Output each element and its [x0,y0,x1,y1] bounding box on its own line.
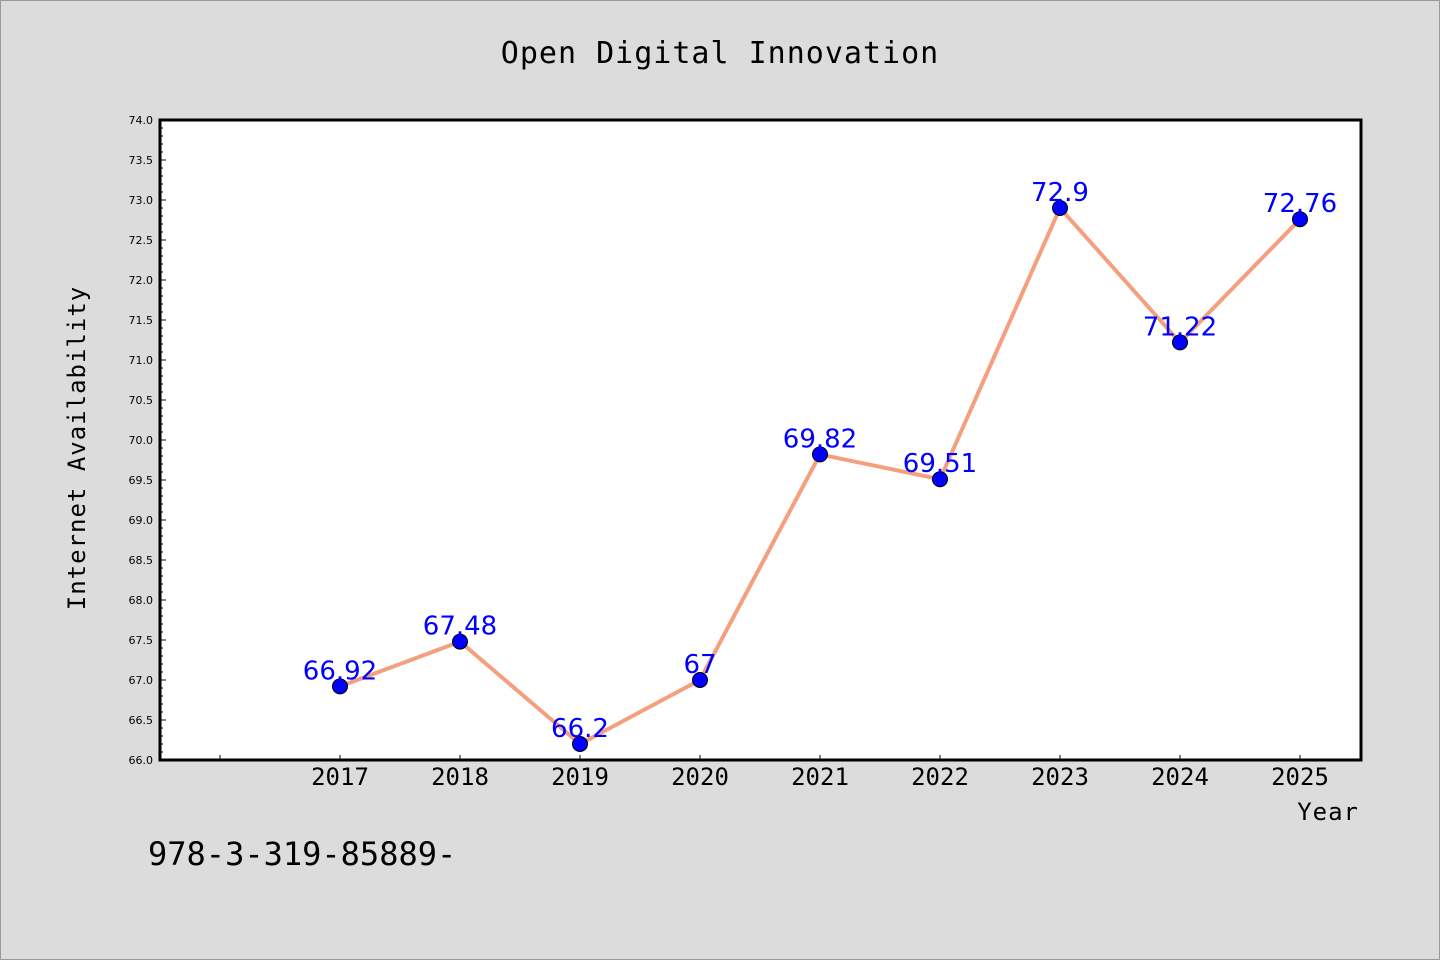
data-label: 67.48 [423,612,497,642]
x-tick-label: 2022 [911,763,969,791]
y-tick-label: 67.0 [129,674,154,687]
data-label: 66.2 [551,714,609,744]
x-tick-label: 2017 [311,763,369,791]
data-point [1052,200,1068,216]
data-point [692,672,708,688]
plot-area [158,118,1363,762]
data-label: 67 [683,650,716,680]
data-point [812,446,828,463]
footnote-isbn: 978-3-319-85889- [148,835,456,873]
x-tick-label: 2021 [791,763,849,791]
data-point [932,471,948,488]
y-axis-label: Internet Availability [63,286,91,610]
y-tick-label: 70.0 [129,434,154,447]
y-tick-label: 70.5 [129,394,154,407]
markers-group [332,200,1308,752]
y-tick-label: 66.5 [129,714,154,727]
y-tick-label: 71.0 [129,354,154,367]
data-point [452,633,468,650]
x-axis-label: Year [1297,798,1359,826]
data-point [1292,211,1308,228]
data-label: 69.82 [783,424,857,454]
x-axis: 2017 2018 2019 2020 2021 2022 2023 2024 2025 [219,755,1329,791]
y-tick-label: 69.0 [129,514,154,527]
x-tick-label: 2020 [671,763,729,791]
x-tick-label: 2025 [1271,763,1329,791]
data-point [572,736,588,752]
y-axis: 66.0 66.5 67.0 67.5 68.0 68.5 69.0 69.5 70.0 70.5… [129,114,166,767]
x-tick-label: 2019 [551,763,609,791]
x-tick-label: 2023 [1031,763,1089,791]
x-tick-label: 2024 [1151,763,1209,791]
y-tick-label: 72.5 [129,234,154,247]
data-label: 72.9 [1031,178,1089,208]
data-point [332,678,348,695]
chart-title: Open Digital Innovation [501,36,939,71]
y-tick-label: 72.0 [129,274,154,287]
y-tick-label: 67.5 [129,634,154,647]
y-tick-label: 74.0 [129,114,154,127]
data-label: 66.92 [303,656,377,686]
y-tick-label: 73.0 [129,194,154,207]
data-label: 69.51 [903,449,977,479]
y-tick-label: 68.5 [129,554,154,567]
data-labels-group: 66.92 67.48 66.2 67 69.82 69.51 72.9 71.22 72.76 [303,178,1337,744]
y-tick-label: 68.0 [129,594,154,607]
data-label: 71.22 [1143,312,1217,342]
data-label: 72.76 [1263,189,1337,219]
y-tick-label: 69.5 [129,474,154,487]
y-tick-label: 71.5 [129,314,154,327]
y-tick-label: 66.0 [129,754,154,767]
x-tick-label: 2018 [431,763,489,791]
y-tick-label: 73.5 [129,154,154,167]
data-point [1172,334,1188,351]
